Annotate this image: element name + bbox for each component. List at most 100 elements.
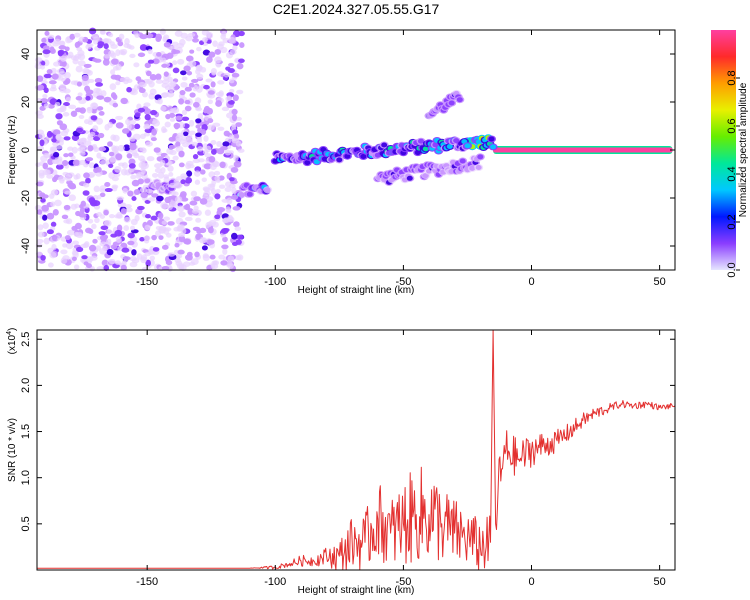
spectrogram-pixel [102, 245, 108, 252]
spectrogram-pixel [65, 54, 72, 59]
spectrogram-pixel [43, 87, 49, 94]
spectrogram-pixel [99, 160, 107, 165]
spectrogram-pixel [35, 61, 41, 66]
spectrogram-pixel [159, 28, 166, 35]
spectrogram-pixel [139, 237, 145, 242]
spectrogram-pixel [131, 258, 140, 264]
spectrogram-pixel [209, 254, 216, 260]
spectrogram-pixel [172, 67, 180, 74]
spectrogram-panel: -150 -100 -50 0 50 -40 -20 0 20 40 Height of str… [7, 27, 676, 296]
colorbar-tick-label: 0.6 [726, 118, 738, 133]
spectrogram-pixel [151, 172, 159, 178]
spectrogram-pixel [194, 251, 200, 258]
spectrogram-pixel [43, 237, 50, 245]
spectrogram-pixel [221, 198, 230, 203]
spectrogram-pixel [184, 238, 192, 245]
snr-x-tick-label: -50 [395, 576, 411, 588]
spectrogram-pixel [203, 163, 212, 170]
spectrogram-pixel [161, 220, 168, 225]
spectrogram-pixel [184, 254, 193, 261]
snr-y-tick-label: 2.5 [20, 332, 32, 347]
spectrogram-pixel [133, 189, 141, 195]
spectrogram-pixel [42, 222, 49, 229]
colorbar-ticks: 0.0 0.2 0.4 0.6 0.8 [726, 70, 740, 278]
spectrogram-pixel [214, 56, 222, 64]
spectrogram-pixel [210, 139, 217, 146]
spectrogram-pixel [93, 136, 101, 142]
spectrogram-pixel [157, 171, 165, 179]
spectrogram-pixel [153, 147, 161, 153]
spectrogram-pixel [304, 160, 311, 166]
spectrogram-pixel [63, 153, 69, 158]
spectrogram-pixel [238, 192, 245, 198]
spectrogram-pixel [37, 84, 45, 91]
spectrogram-pixel [173, 226, 180, 232]
spectrogram-pixel [155, 79, 164, 84]
spectrogram-pixel [114, 260, 121, 266]
spectrogram-pixel [145, 70, 152, 77]
spectrogram-pixel [111, 58, 119, 65]
spectrogram-pixel [203, 108, 209, 114]
spectrogram-pixel [46, 229, 54, 235]
colorbar-tick-label: 0.0 [726, 262, 738, 277]
spectrogram-pixel [238, 30, 245, 37]
spectrogram-pixel [77, 60, 86, 67]
spectrogram-pixel [70, 55, 77, 61]
spectrogram-pixel [35, 242, 43, 248]
spectrogram-pixel [56, 158, 63, 166]
spectrogram-pixel [75, 65, 83, 73]
snr-y-tick-label: 1.5 [20, 424, 32, 439]
spectrogram-pixel [161, 63, 168, 68]
spectrogram-pixel [163, 216, 171, 221]
snr-panel: -150 -100 -50 0 50 0.5 1.0 1.5 2.0 2.5 Height of… [6, 328, 676, 596]
spectrogram-pixel [120, 208, 127, 215]
spectrogram-pixel [61, 214, 69, 220]
spectrogram-pixel [114, 74, 122, 81]
spectrogram-pixel [134, 112, 141, 118]
spectrogram-pixel [138, 81, 146, 88]
spectrogram-pixel [98, 146, 107, 152]
spectrogram-pixel [89, 255, 98, 261]
spectrogram-pixel [228, 36, 236, 44]
spectrogram-pixel [214, 214, 221, 220]
spectrogram-pixel [115, 81, 121, 86]
spectrogram-pixel [205, 31, 211, 38]
spectrogram-pixel [98, 231, 106, 236]
spectrogram-pixel [208, 171, 216, 178]
spectrogram-pixel [106, 238, 112, 245]
spectrogram-pixel [134, 123, 141, 130]
spectrogram-pixel [197, 146, 204, 152]
spectrogram-pixel [186, 170, 193, 177]
spectrogram-pixel [44, 169, 51, 176]
spectrogram-pixel [65, 174, 72, 182]
spectrogram-pixel [174, 242, 180, 248]
spectrogram-pixel [202, 37, 208, 43]
spectrogram-pixel [87, 133, 94, 138]
spectrogram-pixel [159, 185, 166, 192]
spectrogram-pixel [106, 248, 114, 256]
spectrogram-pixel [163, 41, 171, 48]
spectrogram-pixel [131, 196, 137, 202]
spectrogram-pixel [180, 81, 188, 88]
spectrogram-pixel [88, 27, 97, 35]
spectrogram-pixel [231, 187, 237, 194]
spectrogram-pixel [93, 40, 99, 45]
spectrogram-pixel [80, 200, 87, 207]
spectrogram-pixel [192, 153, 199, 160]
spectrogram-pixel [126, 123, 132, 131]
spectrogram-pixel [68, 104, 77, 110]
spectrogram-pixel [110, 244, 118, 250]
spectrogram-pixel [139, 44, 148, 51]
spectrogram-pixel [229, 177, 235, 182]
spectrogram-pixel [150, 215, 158, 221]
spectrogram-pixel [139, 133, 146, 140]
spectrogram-pixel [225, 181, 232, 188]
spectrogram-pixel [146, 156, 155, 162]
spectrogram-pixel [103, 96, 112, 103]
spectrogram-pixel [76, 47, 83, 52]
spectrogram-pixel [114, 214, 121, 219]
spectrogram-pixel [224, 186, 232, 192]
spectrogram-y-tick-label: 0 [20, 147, 32, 153]
spectrogram-pixel [215, 63, 222, 68]
